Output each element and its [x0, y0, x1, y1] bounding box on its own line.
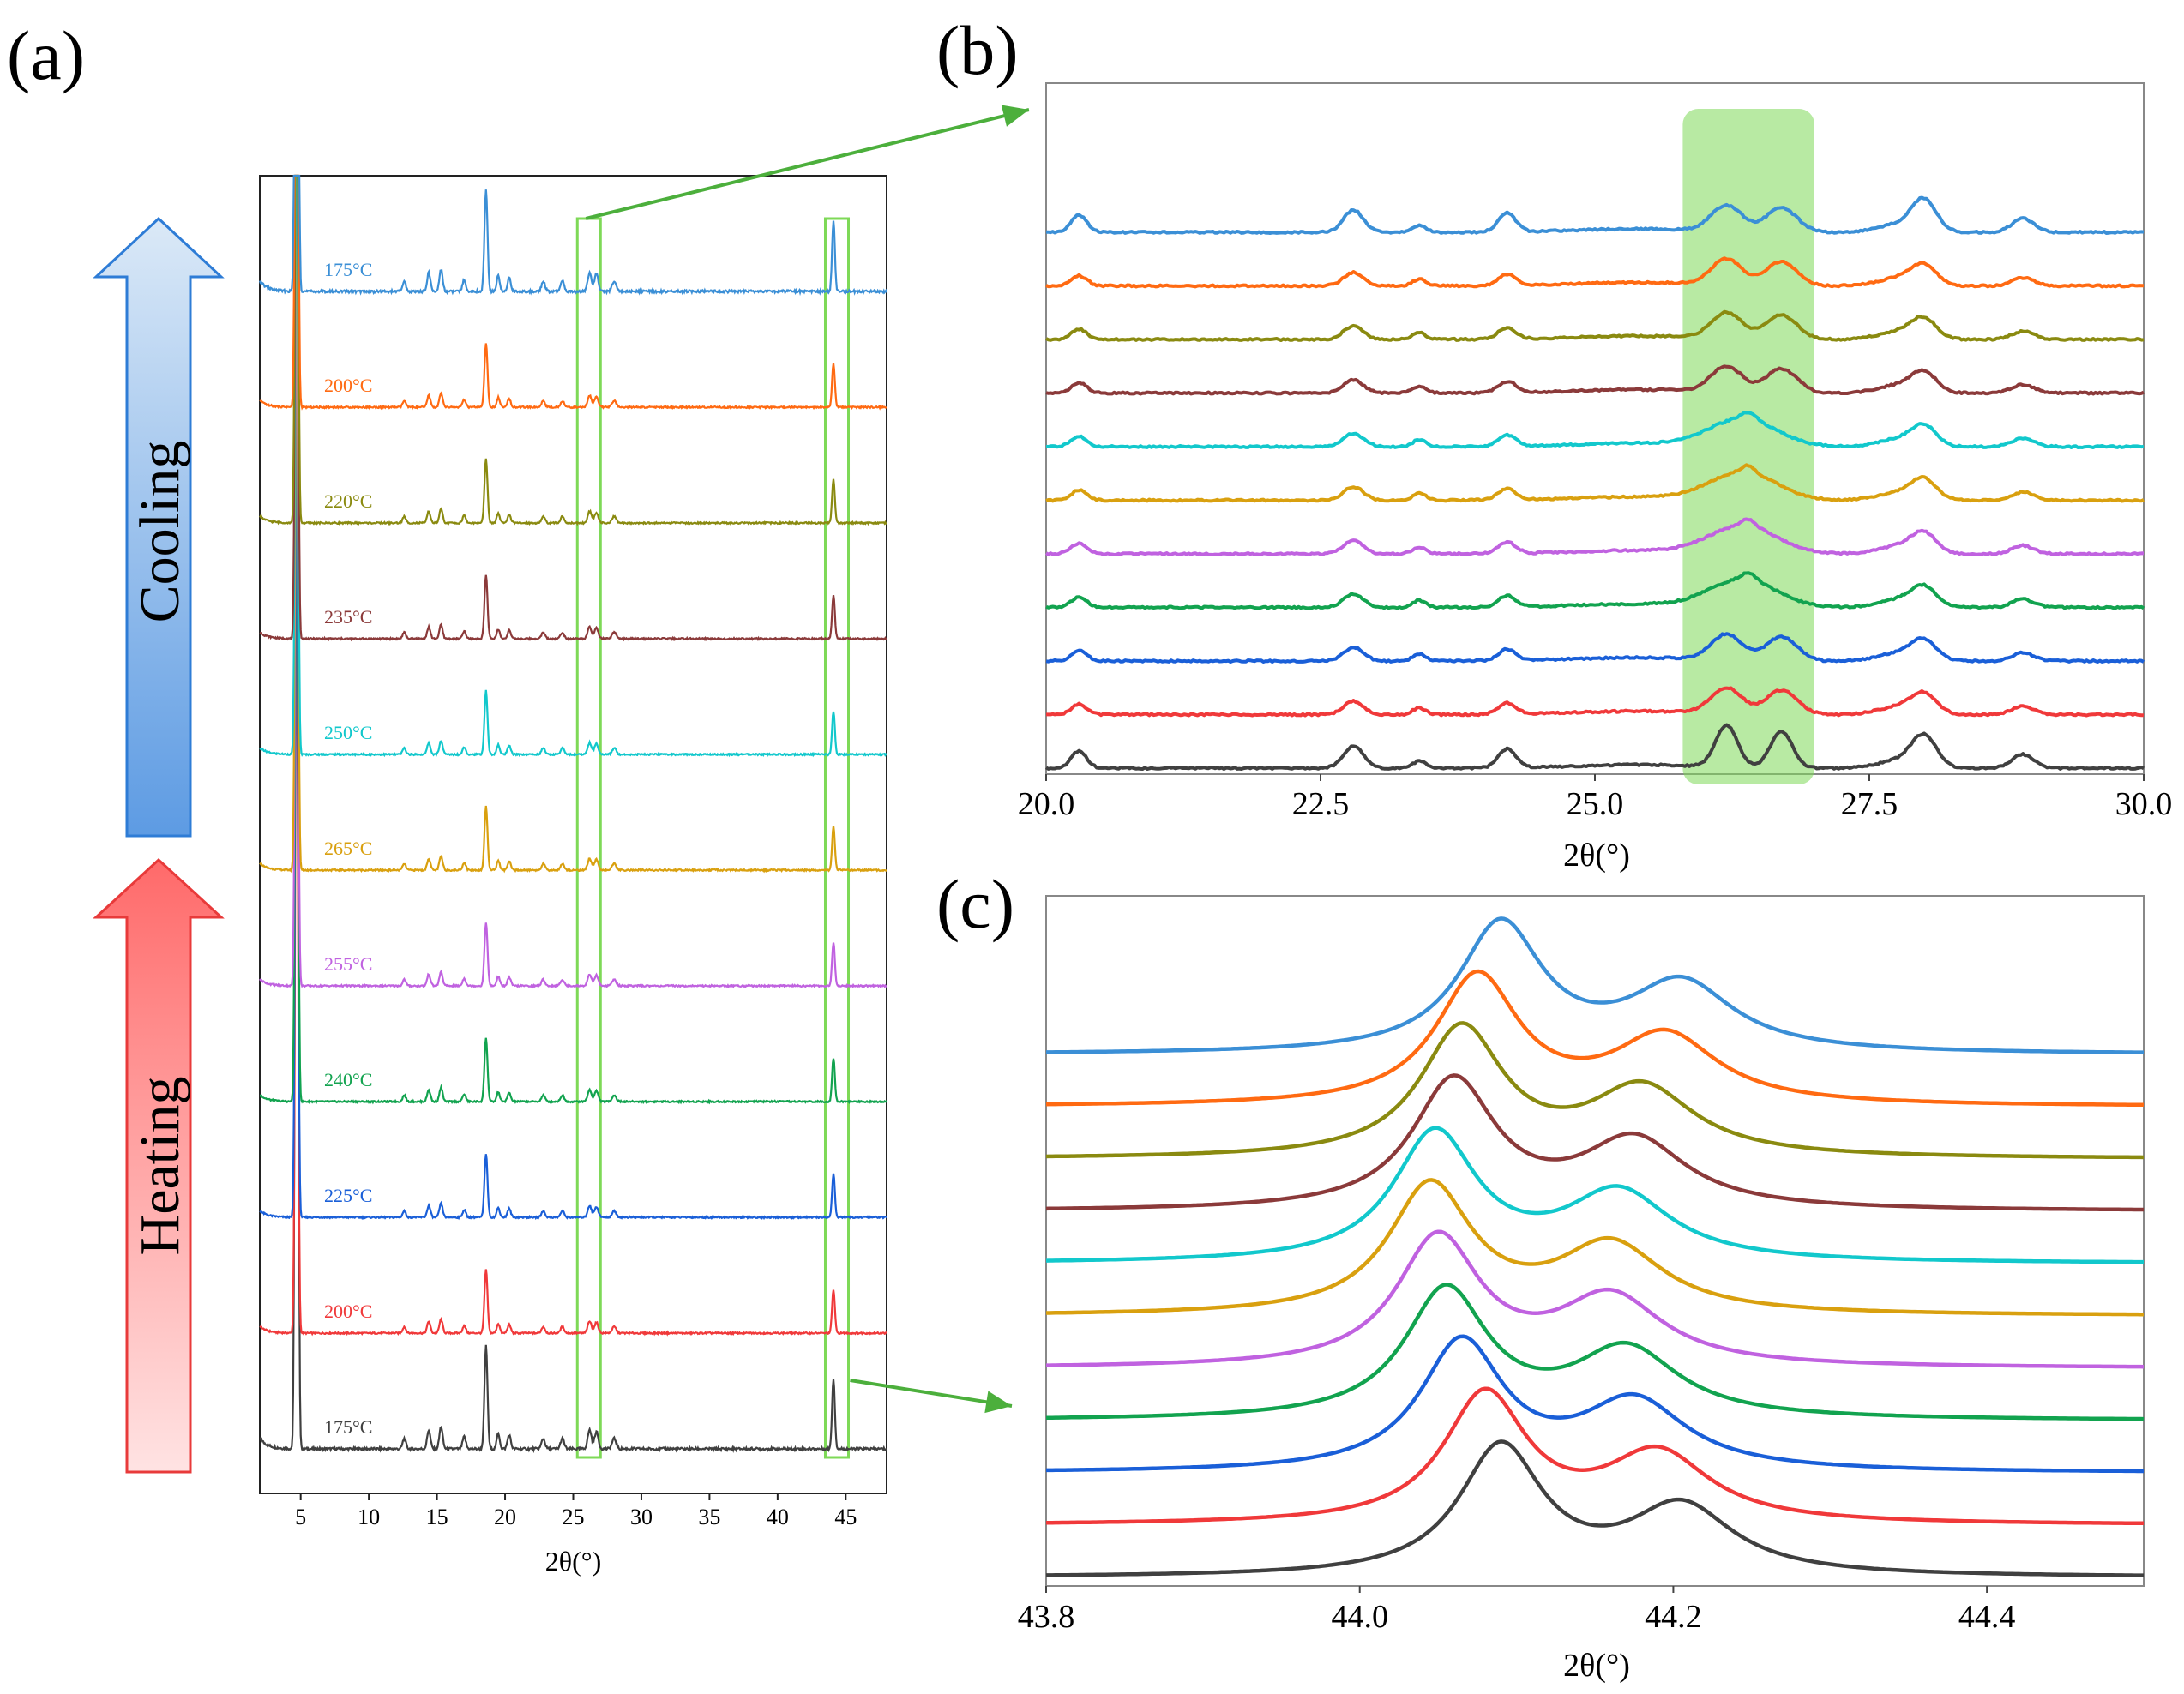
panel-c-xlabel: 2θ(°)	[1563, 1648, 1630, 1684]
panel-b-series-0	[1044, 723, 2145, 771]
panel-label-a: (a)	[7, 16, 85, 94]
panel-b-tick-label-3: 27.5	[1841, 786, 1898, 822]
panel-a-tick-label-3: 20	[494, 1505, 516, 1529]
panel-a-series-5	[259, 175, 887, 874]
panel-label-c: (c)	[936, 865, 1014, 943]
panel-a-highlight-box-0	[575, 217, 602, 1459]
panel-a-tick-label-7: 40	[767, 1505, 789, 1529]
panel-a-tick-label-4: 25	[563, 1505, 585, 1529]
panel-a-xlabel: 2θ(°)	[545, 1546, 601, 1577]
panel-b-series-2	[1045, 632, 2145, 664]
panel-c-tick-label-2: 44.2	[1645, 1599, 1702, 1635]
panel-a-series-7	[259, 174, 887, 642]
panel-c-series-8	[1045, 1021, 2145, 1160]
panel-b-tick-label-4: 30.0	[2115, 786, 2173, 822]
panel-b-series-5	[1045, 463, 2145, 503]
panel-a-temp-label-3: 240°C	[324, 1069, 372, 1090]
heating-arrow: Heating	[93, 857, 225, 1474]
panel-c-series-4	[1046, 1229, 2145, 1369]
panel-a-tick-label-1: 10	[358, 1505, 380, 1529]
panel-c-series-7	[1045, 1073, 2144, 1212]
panel-a-highlight-box-1	[823, 217, 851, 1459]
panel-a-temp-label-0: 175°C	[324, 1416, 372, 1438]
panel-a-temp-label-10: 175°C	[324, 259, 372, 280]
panel-c-chart: 43.8 44.0 44.2 44.4 2θ(°)	[1018, 895, 2145, 1684]
panel-a-series-1	[259, 562, 887, 1337]
panel-a-tick-label-8: 45	[834, 1505, 857, 1529]
panel-a-series-4	[259, 215, 887, 989]
panel-b-series-6	[1045, 411, 2145, 449]
panel-b-tick-label-0: 20.0	[1018, 786, 1075, 822]
connector-to-b-head	[1001, 105, 1029, 127]
panel-a-series-10	[258, 174, 888, 297]
panel-a-temp-label-9: 200°C	[324, 375, 372, 396]
panel-c-series-0	[1046, 1439, 2144, 1577]
panel-a-tick-label-0: 5	[295, 1505, 306, 1529]
panel-c-series-6	[1045, 1126, 2144, 1264]
connector-to-c-line	[850, 1379, 1013, 1408]
panel-a-temp-label-4: 255°C	[324, 953, 372, 975]
panel-a-temp-label-6: 250°C	[324, 722, 372, 743]
panel-label-b: (b)	[936, 11, 1019, 89]
panel-c-series-9	[1045, 969, 2144, 1108]
panel-c-tick-label-1: 44.0	[1331, 1599, 1388, 1635]
panel-a-temp-label-1: 200°C	[324, 1301, 372, 1322]
panel-c-series-5	[1046, 1178, 2144, 1317]
panel-a-tick-label-6: 35	[698, 1505, 720, 1529]
panel-b-series-3	[1045, 571, 2145, 610]
panel-c-tick-label-0: 43.8	[1018, 1599, 1075, 1635]
panel-b-tick-label-2: 25.0	[1567, 786, 1624, 822]
panel-c-series-3	[1045, 1283, 2145, 1421]
panel-b-highlight	[1682, 109, 1814, 784]
heating-label: Heating	[129, 1077, 191, 1256]
panel-a-frame	[259, 175, 887, 1494]
panel-b-series-9	[1045, 256, 2145, 289]
panel-a-series-6	[259, 174, 887, 758]
panel-b-series-7	[1045, 364, 2145, 396]
panel-c-series-1	[1046, 1386, 2144, 1526]
panel-b-frame	[1045, 82, 2145, 775]
panel-b-chart: 20.0 22.5 25.0 27.5 30.0 2θ(°)	[1018, 82, 2173, 874]
panel-b-series-4	[1044, 517, 2145, 556]
panel-a-chart: 175°C 200°C 225°C 240°C 255°C 265°C 250°C 235°C…	[258, 174, 888, 1577]
panel-c-tick-label-3: 44.4	[1958, 1599, 2016, 1635]
cooling-arrow: Cooling	[93, 216, 225, 838]
panel-a-series-8	[259, 174, 887, 526]
panel-a-temp-label-2: 225°C	[324, 1185, 372, 1206]
panel-a-series-3	[259, 331, 887, 1105]
cooling-label: Cooling	[129, 441, 191, 623]
panel-b-series-10	[1045, 195, 2145, 235]
connector-to-c-head	[984, 1391, 1012, 1414]
panel-a-tick-label-5: 30	[630, 1505, 653, 1529]
panel-a-series-0	[259, 204, 887, 1454]
panel-c-frame	[1045, 895, 2145, 1587]
zoom-connectors	[585, 105, 1030, 1414]
panel-c-series-2	[1046, 1334, 2144, 1474]
panel-b-series-1	[1046, 686, 2145, 718]
panel-a-series-9	[259, 174, 887, 411]
panel-a-tick-label-2: 15	[426, 1505, 448, 1529]
panel-b-series-8	[1045, 309, 2145, 342]
panel-a-temp-label-8: 220°C	[324, 490, 372, 512]
panel-a-temp-label-7: 235°C	[324, 606, 372, 628]
panel-b-tick-label-1: 22.5	[1292, 786, 1350, 822]
panel-c-series-10	[1046, 916, 2144, 1054]
panel-a-series-2	[259, 446, 887, 1221]
panel-a-temp-label-5: 265°C	[324, 838, 372, 859]
panel-b-xlabel: 2θ(°)	[1563, 838, 1630, 874]
connector-to-b-line	[585, 108, 1030, 220]
